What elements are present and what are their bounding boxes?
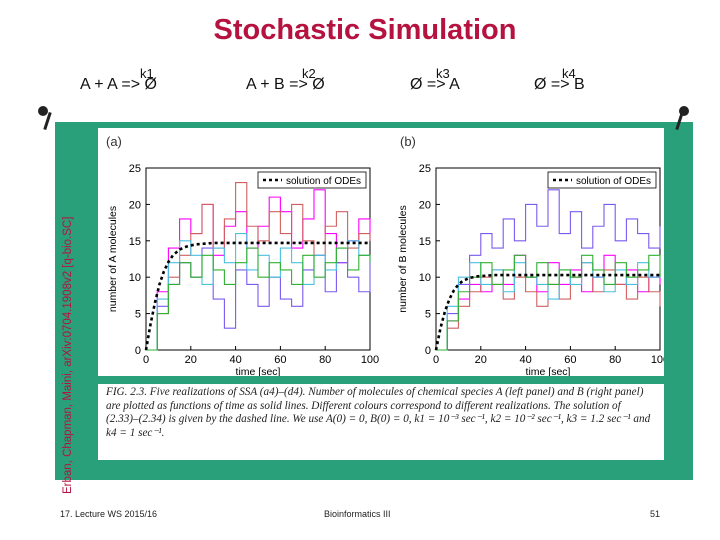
- panel-b-xlabel: time [sec]: [526, 366, 571, 376]
- reaction-1-text: A + A => Ø: [80, 76, 157, 93]
- figure-caption: FIG. 2.3. Five realizations of SSA (a4)–…: [98, 384, 664, 460]
- reaction-2: k2 A + B => Ø: [246, 66, 325, 94]
- panel-b-ode-line: [434, 273, 660, 351]
- reaction-4: k4 Ø => B: [534, 66, 585, 94]
- panel-a-label: (a): [106, 134, 122, 149]
- rate-k1: k1: [140, 66, 154, 81]
- rate-k2: k2: [302, 66, 316, 81]
- panel-a-ylabel: number of A molecules: [107, 206, 119, 312]
- panel-b-ytick-label: 20: [419, 199, 431, 211]
- reaction-3: k3 Ø => A: [410, 66, 460, 94]
- rate-k4: k4: [562, 66, 576, 81]
- panel-a-legend-text: solution of ODEs: [286, 176, 361, 187]
- panel-b-xtick-label: 80: [609, 354, 621, 366]
- pin-right-icon: [679, 106, 689, 116]
- pin-left-icon: [38, 106, 48, 116]
- panel-b-xtick-label: 0: [433, 354, 439, 366]
- panel-a-realization-5: [146, 247, 371, 351]
- panel-a-ytick-label: 20: [129, 199, 141, 211]
- reaction-2-text: A + B => Ø: [246, 76, 325, 93]
- panel-a-ytick-label: 10: [129, 272, 141, 284]
- slide-title: Stochastic Simulation: [213, 14, 517, 46]
- panel-a-ytick-label: 25: [129, 163, 141, 175]
- panel-a-xlabel: time [sec]: [236, 366, 281, 376]
- panel-a-realization-2: [146, 182, 371, 351]
- side-citation: Erban, Chapman, Maini, arXiv:0704.1908v2…: [62, 216, 74, 494]
- reaction-1: k1 A + A => Ø: [80, 66, 157, 94]
- panel-b-legend-box: [547, 171, 657, 189]
- panel-b-legend-text: solution of ODEs: [576, 176, 651, 187]
- panel-b-realization-3: [436, 189, 661, 351]
- panel-a-xtick-label: 80: [319, 354, 331, 366]
- panel-b-ylabel: number of B molecules: [397, 205, 409, 312]
- rate-k3: k3: [436, 66, 450, 81]
- panel-b-ytick-label: 5: [425, 309, 431, 321]
- panel-a-legend-box: [257, 171, 367, 189]
- panel-b-ytick-label: 0: [425, 345, 431, 357]
- panel-a-xtick-label: 100: [361, 354, 379, 366]
- page-number: 51: [650, 509, 661, 519]
- panel-a-ytick-label: 15: [129, 236, 141, 248]
- panel-b-xtick-label: 100: [651, 354, 664, 366]
- reaction-3-text: Ø => A: [410, 76, 460, 93]
- footer-course: Bioinformatics III: [324, 509, 391, 519]
- panel-b-ytick-label: 10: [419, 272, 431, 284]
- panel-b-ytick-label: 25: [419, 163, 431, 175]
- footer-lecture: 17. Lecture WS 2015/16: [60, 509, 158, 519]
- panel-a-xtick-label: 20: [185, 354, 197, 366]
- panel-b-label: (b): [400, 134, 416, 149]
- figure-panels: (a) 0 20 40 60 80 100 0 5 10 15 20 25 time [sec] numbe…: [98, 128, 669, 378]
- panel-a-ytick-label: 5: [135, 309, 141, 321]
- panel-a-ode-line: [144, 241, 370, 351]
- panel-a-xtick-label: 40: [229, 354, 241, 366]
- panel-a-ytick-label: 0: [135, 345, 141, 357]
- panel-b-ytick-label: 15: [419, 236, 431, 248]
- panel-b-xtick-label: 60: [564, 354, 576, 366]
- panel-a-xtick-label: 60: [274, 354, 286, 366]
- reaction-4-text: Ø => B: [534, 76, 585, 93]
- panel-b-xtick-label: 20: [475, 354, 487, 366]
- panel-a-xtick-label: 0: [143, 354, 149, 366]
- panel-b-xtick-label: 40: [519, 354, 531, 366]
